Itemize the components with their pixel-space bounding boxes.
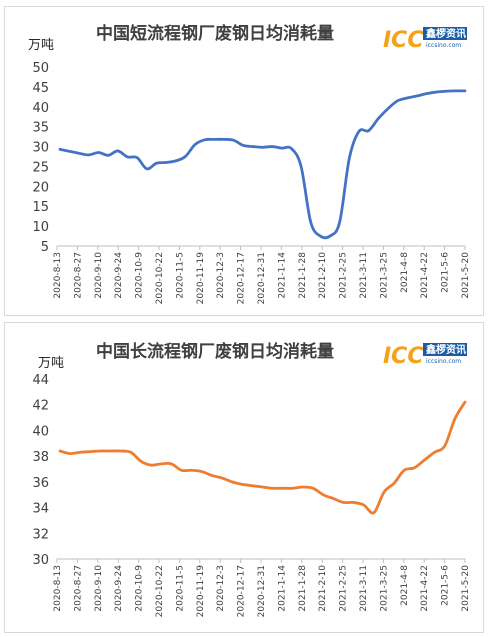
- logo-url-text: iccsino.com: [426, 42, 461, 49]
- x-tick-label: 2020-9-10: [94, 252, 104, 299]
- x-tick-label: 2020-9-24: [114, 565, 124, 612]
- y-tick-label: 45: [32, 81, 49, 96]
- logo-cn-text: 鑫椤资讯: [425, 27, 466, 40]
- x-tick-label: 2021-1-14: [277, 565, 287, 612]
- y-tick-label: 40: [32, 101, 49, 116]
- x-tick-label: 2021-5-20: [461, 252, 471, 299]
- x-tick-label: 2021-5-6: [441, 252, 451, 293]
- icc-logo: ICC 鑫椤资讯 iccsino.com: [383, 27, 467, 53]
- x-tick-label: 2021-4-22: [420, 565, 430, 612]
- x-tick-label: 2020-12-3: [216, 252, 226, 299]
- x-tick-label: 2021-2-25: [339, 565, 349, 612]
- x-tick-label: 2020-12-17: [237, 565, 247, 617]
- y-tick-label: 40: [32, 424, 49, 439]
- x-tick-label: 2020-12-3: [216, 565, 226, 612]
- x-tick-label: 2020-12-31: [257, 252, 267, 304]
- x-tick-label: 2021-2-10: [318, 565, 328, 612]
- y-tick-label: 10: [32, 220, 49, 235]
- y-tick-label: 32: [32, 527, 49, 542]
- y-tick-label: 42: [32, 399, 49, 414]
- x-tick-label: 2021-1-28: [298, 252, 308, 299]
- x-tick-label: 2020-11-19: [196, 252, 206, 305]
- x-tick-label: 2021-5-6: [441, 565, 451, 606]
- x-tick-label: 2020-8-27: [73, 565, 83, 612]
- x-tick-label: 2020-12-17: [237, 252, 247, 304]
- x-tick-label: 2021-3-11: [359, 565, 369, 612]
- y-tick-label: 20: [32, 180, 49, 195]
- y-tick-label: 30: [32, 553, 49, 568]
- chart-title: 中国短流程钢厂废钢日均消耗量: [96, 23, 334, 44]
- y-tick-label: 34: [32, 502, 49, 517]
- x-tick-label: 2021-1-28: [298, 565, 308, 612]
- x-tick-label: 2021-1-14: [277, 252, 287, 299]
- y-tick-label: 35: [32, 121, 49, 136]
- x-tick-label: 2020-10-22: [155, 252, 165, 304]
- chart-panel-short-process: 中国短流程钢厂废钢日均消耗量 万吨 ICC 鑫椤资讯 iccsino.com 5…: [4, 6, 484, 316]
- x-tick-label: 2021-3-11: [359, 252, 369, 299]
- x-tick-label: 2021-2-25: [339, 252, 349, 299]
- series-line: [58, 400, 467, 515]
- chart-long-process: 中国长流程钢厂废钢日均消耗量 万吨 ICC 鑫椤资讯 iccsino.com 3…: [32, 341, 471, 617]
- logo-mark: ICC: [383, 344, 423, 369]
- y-tick-label: 5: [41, 240, 49, 255]
- y-unit-label: 万吨: [38, 356, 64, 371]
- x-tick-label: 2020-9-10: [94, 565, 104, 612]
- y-tick-label: 36: [32, 476, 49, 491]
- x-tick-label: 2021-3-25: [379, 565, 389, 612]
- series-line: [58, 89, 467, 240]
- chart-panel-long-process: 中国长流程钢厂废钢日均消耗量 万吨 ICC 鑫椤资讯 iccsino.com 3…: [4, 322, 484, 633]
- x-tick-label: 2020-8-27: [73, 252, 83, 299]
- x-tick-label: 2020-11-5: [175, 565, 185, 612]
- y-tick-label: 44: [32, 373, 49, 388]
- logo-mark: ICC: [383, 28, 423, 53]
- x-tick-label: 2020-11-5: [175, 252, 185, 299]
- logo-cn-text: 鑫椤资讯: [425, 343, 466, 356]
- chart-title: 中国长流程钢厂废钢日均消耗量: [96, 341, 334, 362]
- x-tick-label: 2021-2-10: [318, 252, 328, 299]
- logo-url-text: iccsino.com: [426, 358, 461, 365]
- x-tick-label: 2021-4-8: [400, 252, 410, 293]
- icc-logo: ICC 鑫椤资讯 iccsino.com: [383, 343, 467, 369]
- plot-area: 30 32 34 36 38 40 42 44 2020-8-13 2020-8-27 2020-9…: [32, 373, 471, 617]
- x-tick-label: 2020-8-13: [53, 252, 63, 299]
- x-tick-label: 2020-10-9: [135, 252, 145, 299]
- x-tick-label: 2021-3-25: [379, 252, 389, 299]
- plot-area: 5 10 15 20 25 30 35 40 45 50 2020-8-13 2020-8-27 202…: [32, 61, 471, 304]
- x-tick-label: 2020-10-9: [135, 565, 145, 612]
- x-tick-label: 2020-8-13: [53, 565, 63, 612]
- chart-short-process: 中国短流程钢厂废钢日均消耗量 万吨 ICC 鑫椤资讯 iccsino.com 5…: [28, 23, 471, 304]
- y-tick-label: 25: [32, 160, 49, 175]
- x-tick-label: 2021-4-8: [400, 565, 410, 606]
- x-tick-label: 2020-11-19: [196, 565, 206, 618]
- x-tick-label: 2020-10-22: [155, 565, 165, 617]
- x-tick-label: 2021-5-20: [461, 565, 471, 612]
- y-tick-label: 50: [32, 61, 49, 76]
- y-unit-label: 万吨: [28, 38, 54, 53]
- y-tick-label: 15: [32, 200, 49, 215]
- logo-band: [423, 27, 467, 40]
- y-tick-label: 30: [32, 141, 49, 156]
- logo-band: [423, 343, 467, 356]
- x-tick-label: 2020-12-31: [257, 565, 267, 617]
- y-tick-label: 38: [32, 450, 49, 465]
- x-tick-label: 2020-9-24: [114, 252, 124, 299]
- x-tick-label: 2021-4-22: [420, 252, 430, 299]
